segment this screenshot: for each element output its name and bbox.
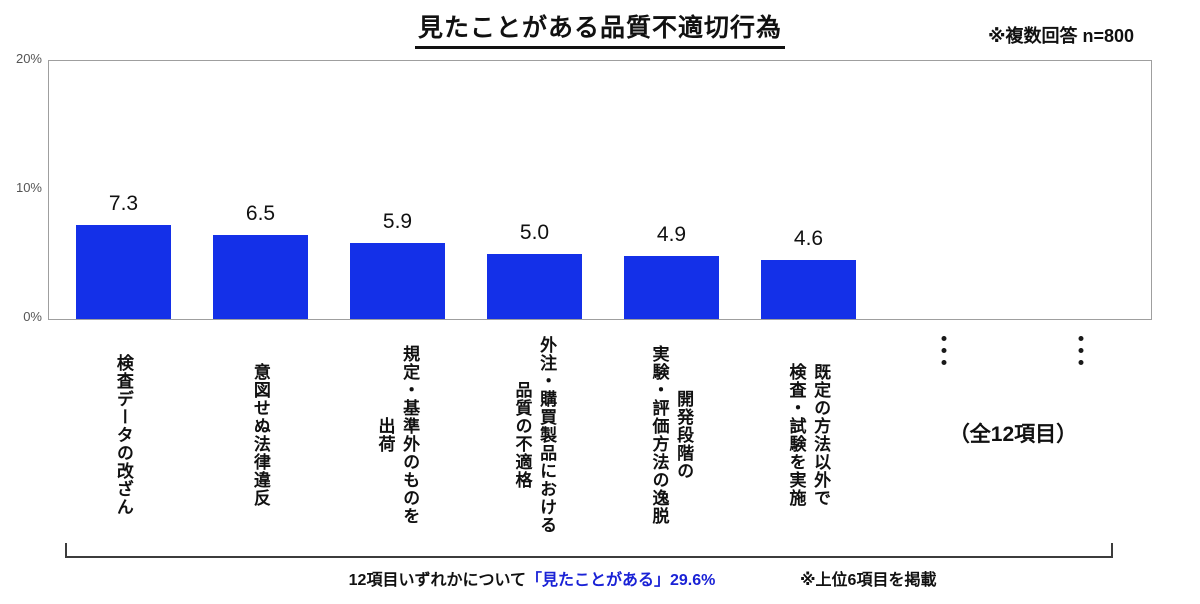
bar-value-label: 5.0 [519,221,550,244]
top6-items-note: ※上位6項目を掲載 [800,572,937,589]
bar [624,256,719,319]
plot-area: 7.3 6.5 5.9 5.0 4.9 4.6 [48,60,1152,320]
bottom-summary-highlight: 「見たことがある」29.6% [525,572,716,589]
bar [213,235,308,319]
category-label: 外注・購買製品における 品質の不適格 [512,336,557,534]
multiple-answer-note: ※複数回答 n=800 [987,26,1134,46]
bar-value-label: 7.3 [108,192,139,215]
bar [487,254,582,319]
bar-value-label: 4.6 [793,227,824,250]
bar-value-label: 5.9 [382,210,413,233]
bar [76,225,171,319]
title-row: 見たことがある品質不適切行為 [0,8,1200,49]
category-label: 規定・基準外のものを 出荷 [375,345,420,525]
bar [761,260,856,319]
vertical-ellipsis-icon [1078,336,1084,365]
category-label: 検査データの改ざん [113,354,133,516]
category-label: 意図せぬ法律違反 [250,363,270,507]
y-axis-tick-label: 20% [15,51,42,66]
bottom-summary-prefix: 12項目いずれかについて [348,572,526,589]
bar-value-label: 4.9 [656,223,687,246]
y-axis-tick-label: 10% [15,180,42,195]
chart-title: 見たことがある品質不適切行為 [414,8,785,49]
category-label: 既定の方法以外で 検査・試験を実施 [786,363,831,507]
bottom-summary: 12項目いずれかについて「見たことがある」29.6% [230,566,834,590]
bar [350,243,445,319]
bar-value-label: 6.5 [245,202,276,225]
bottom-bracket [65,543,1113,558]
category-label: 開発段階の 実験・評価方法の逸脱 [649,345,694,525]
vertical-ellipsis-icon [941,336,947,365]
y-axis-tick-label: 0% [23,309,42,324]
total-items-note: （全12項目） [948,423,1078,446]
